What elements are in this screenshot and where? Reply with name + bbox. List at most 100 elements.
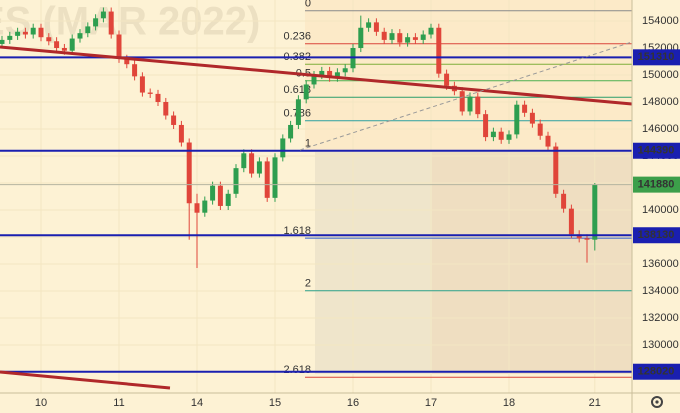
candle-body xyxy=(93,18,99,27)
candle-body xyxy=(584,238,590,240)
fib-label: 2.618 xyxy=(283,364,311,376)
candle-body xyxy=(397,33,403,43)
candle-body xyxy=(568,208,574,235)
candle-body xyxy=(210,185,216,201)
y-tick-label: 132000 xyxy=(642,312,679,324)
candle-body xyxy=(0,39,5,44)
last-price-box xyxy=(633,176,680,193)
y-tick-label: 146000 xyxy=(642,123,679,135)
fib-zone xyxy=(305,0,632,152)
candle-body xyxy=(171,115,177,125)
candle-body xyxy=(272,157,278,198)
candle-body xyxy=(61,48,67,51)
candle-body xyxy=(498,131,504,140)
candle-body xyxy=(147,92,153,94)
fib-zone-orange xyxy=(432,152,632,374)
y-tick-label: 150000 xyxy=(642,69,679,81)
candle-body xyxy=(139,76,145,93)
candle-body xyxy=(54,41,60,49)
candle-body xyxy=(334,72,340,78)
fib-label: 1 xyxy=(305,138,311,150)
trend-line xyxy=(0,370,171,390)
price-label-box xyxy=(633,363,680,380)
candle-body xyxy=(85,26,91,34)
x-tick-label: 16 xyxy=(347,397,359,409)
candle-body xyxy=(194,203,200,213)
candle-body xyxy=(15,31,21,36)
candle-body xyxy=(467,96,473,112)
x-tick-label: 15 xyxy=(269,397,281,409)
candle-body xyxy=(506,134,512,140)
candle-body xyxy=(303,84,309,100)
candle-body xyxy=(256,161,262,174)
candle-body xyxy=(132,64,138,77)
y-tick-label: 140000 xyxy=(642,204,679,216)
candle-body xyxy=(342,68,348,73)
candle-body xyxy=(522,104,528,113)
settings-icon[interactable] xyxy=(651,396,663,408)
candle-body xyxy=(373,22,379,32)
candle-body xyxy=(7,35,13,40)
candle-body xyxy=(420,34,426,40)
candle-body xyxy=(178,124,184,143)
candle-body xyxy=(319,70,325,76)
candle-body xyxy=(233,168,239,194)
candle-body xyxy=(490,131,496,138)
candle-body xyxy=(576,234,582,239)
candle-body xyxy=(241,153,247,169)
fib-label: 0.236 xyxy=(283,31,311,43)
price-label: 144390 xyxy=(638,145,675,157)
candle-body xyxy=(280,138,286,158)
time-axis xyxy=(0,393,632,413)
candle-body xyxy=(428,27,434,35)
x-tick-label: 17 xyxy=(425,397,437,409)
y-tick-label: 148000 xyxy=(642,96,679,108)
x-tick-label: 18 xyxy=(503,397,515,409)
candle-body xyxy=(100,11,106,19)
candle-body xyxy=(77,33,83,39)
candle-body xyxy=(537,123,543,136)
candle-body xyxy=(295,99,301,125)
y-tick-label: 154000 xyxy=(642,15,679,27)
y-tick-label: 136000 xyxy=(642,258,679,270)
candle-body xyxy=(405,37,411,43)
candle-body xyxy=(186,142,192,204)
candle-body xyxy=(561,193,567,209)
candle-body xyxy=(163,102,169,116)
candle-body xyxy=(288,124,294,139)
candle-body xyxy=(116,34,122,59)
candle-body xyxy=(311,75,317,85)
price-label-box xyxy=(633,49,680,66)
candle-body xyxy=(553,146,559,194)
trend-line-dashed xyxy=(299,41,633,151)
candle-body xyxy=(69,38,75,51)
candle-body xyxy=(459,91,465,112)
gear[interactable] xyxy=(651,396,663,408)
y-tick-label: 130000 xyxy=(642,339,679,351)
candle-body xyxy=(108,11,114,35)
gear-center[interactable] xyxy=(655,400,659,404)
candle-body xyxy=(264,161,270,198)
x-tick-label: 10 xyxy=(35,397,47,409)
fib-zone-gray xyxy=(315,152,632,374)
plot-background xyxy=(0,0,632,393)
price-label: 138130 xyxy=(638,229,675,241)
candle-body xyxy=(592,184,598,240)
price-axis xyxy=(632,0,680,413)
candle-body xyxy=(217,185,223,206)
x-tick-label: 14 xyxy=(191,397,203,409)
candle-body xyxy=(475,96,481,115)
price-label: 151310 xyxy=(638,51,675,63)
candle-body xyxy=(155,93,161,103)
price-label-box xyxy=(633,142,680,159)
candle-body xyxy=(366,22,372,28)
candle-body xyxy=(202,200,208,213)
fib-label: 2 xyxy=(305,278,311,290)
candle-body xyxy=(22,31,28,35)
candle-body xyxy=(38,27,44,38)
candle-body xyxy=(124,58,130,65)
candle-body xyxy=(249,153,255,174)
x-tick-label: 21 xyxy=(589,397,601,409)
candle-body xyxy=(327,70,333,78)
